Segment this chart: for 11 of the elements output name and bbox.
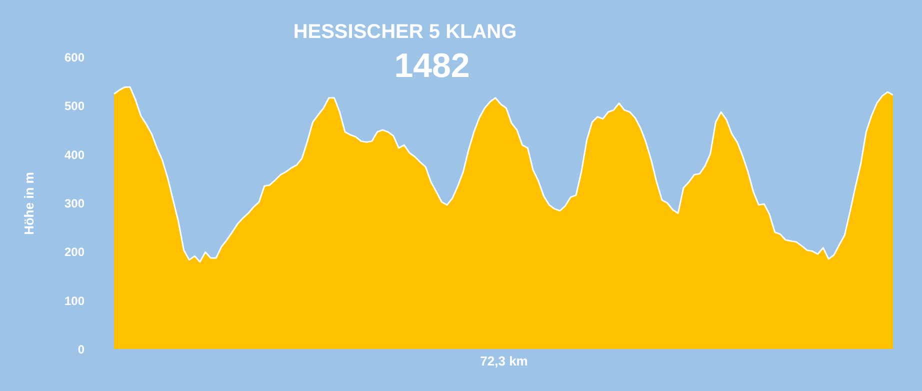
y-axis-title: Höhe in m [21, 172, 36, 235]
x-axis-title: 72,3 km [480, 354, 528, 368]
y-tick-label: 200 [64, 245, 85, 260]
annotation: 1482 [394, 47, 470, 85]
y-tick-label: 100 [64, 294, 85, 308]
y-tick-label: 600 [64, 50, 85, 64]
y-tick-label: 0 [78, 342, 85, 356]
y-tick-label: 400 [64, 148, 85, 162]
y-tick-label: 300 [64, 196, 85, 210]
y-tick-label: 500 [64, 99, 85, 114]
chart-title: HESSISCHER 5 KLANG [293, 21, 517, 43]
